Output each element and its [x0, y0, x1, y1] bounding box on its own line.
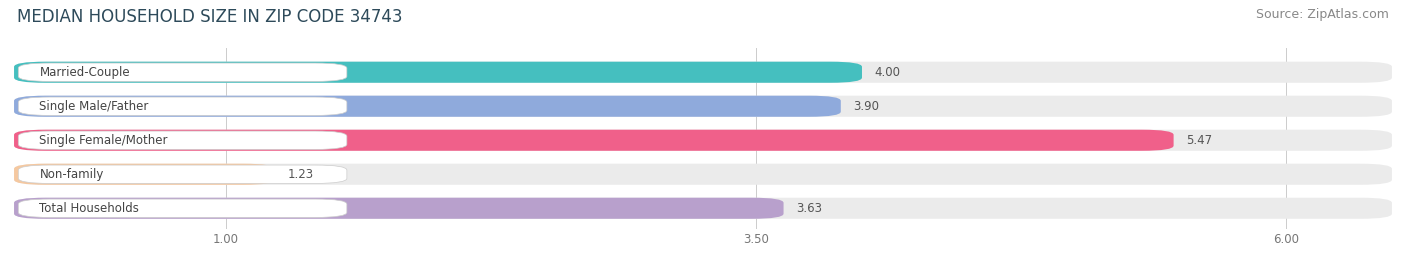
FancyBboxPatch shape — [18, 199, 347, 217]
FancyBboxPatch shape — [18, 165, 347, 183]
Text: Single Male/Father: Single Male/Father — [39, 100, 149, 113]
Text: Married-Couple: Married-Couple — [39, 66, 131, 79]
Text: Source: ZipAtlas.com: Source: ZipAtlas.com — [1256, 8, 1389, 21]
Text: 1.23: 1.23 — [287, 168, 314, 181]
FancyBboxPatch shape — [14, 164, 274, 185]
FancyBboxPatch shape — [14, 130, 1174, 151]
FancyBboxPatch shape — [14, 130, 1392, 151]
FancyBboxPatch shape — [14, 62, 1392, 83]
FancyBboxPatch shape — [14, 198, 783, 219]
FancyBboxPatch shape — [18, 131, 347, 149]
Text: Single Female/Mother: Single Female/Mother — [39, 134, 167, 147]
Text: 4.00: 4.00 — [875, 66, 901, 79]
Text: Total Households: Total Households — [39, 202, 139, 215]
Text: Non-family: Non-family — [39, 168, 104, 181]
FancyBboxPatch shape — [18, 97, 347, 115]
FancyBboxPatch shape — [14, 62, 862, 83]
Text: 5.47: 5.47 — [1187, 134, 1212, 147]
Text: 3.90: 3.90 — [853, 100, 880, 113]
FancyBboxPatch shape — [14, 96, 1392, 117]
FancyBboxPatch shape — [14, 96, 841, 117]
Text: 3.63: 3.63 — [796, 202, 823, 215]
FancyBboxPatch shape — [14, 198, 1392, 219]
FancyBboxPatch shape — [18, 63, 347, 82]
Text: MEDIAN HOUSEHOLD SIZE IN ZIP CODE 34743: MEDIAN HOUSEHOLD SIZE IN ZIP CODE 34743 — [17, 8, 402, 26]
FancyBboxPatch shape — [14, 164, 1392, 185]
